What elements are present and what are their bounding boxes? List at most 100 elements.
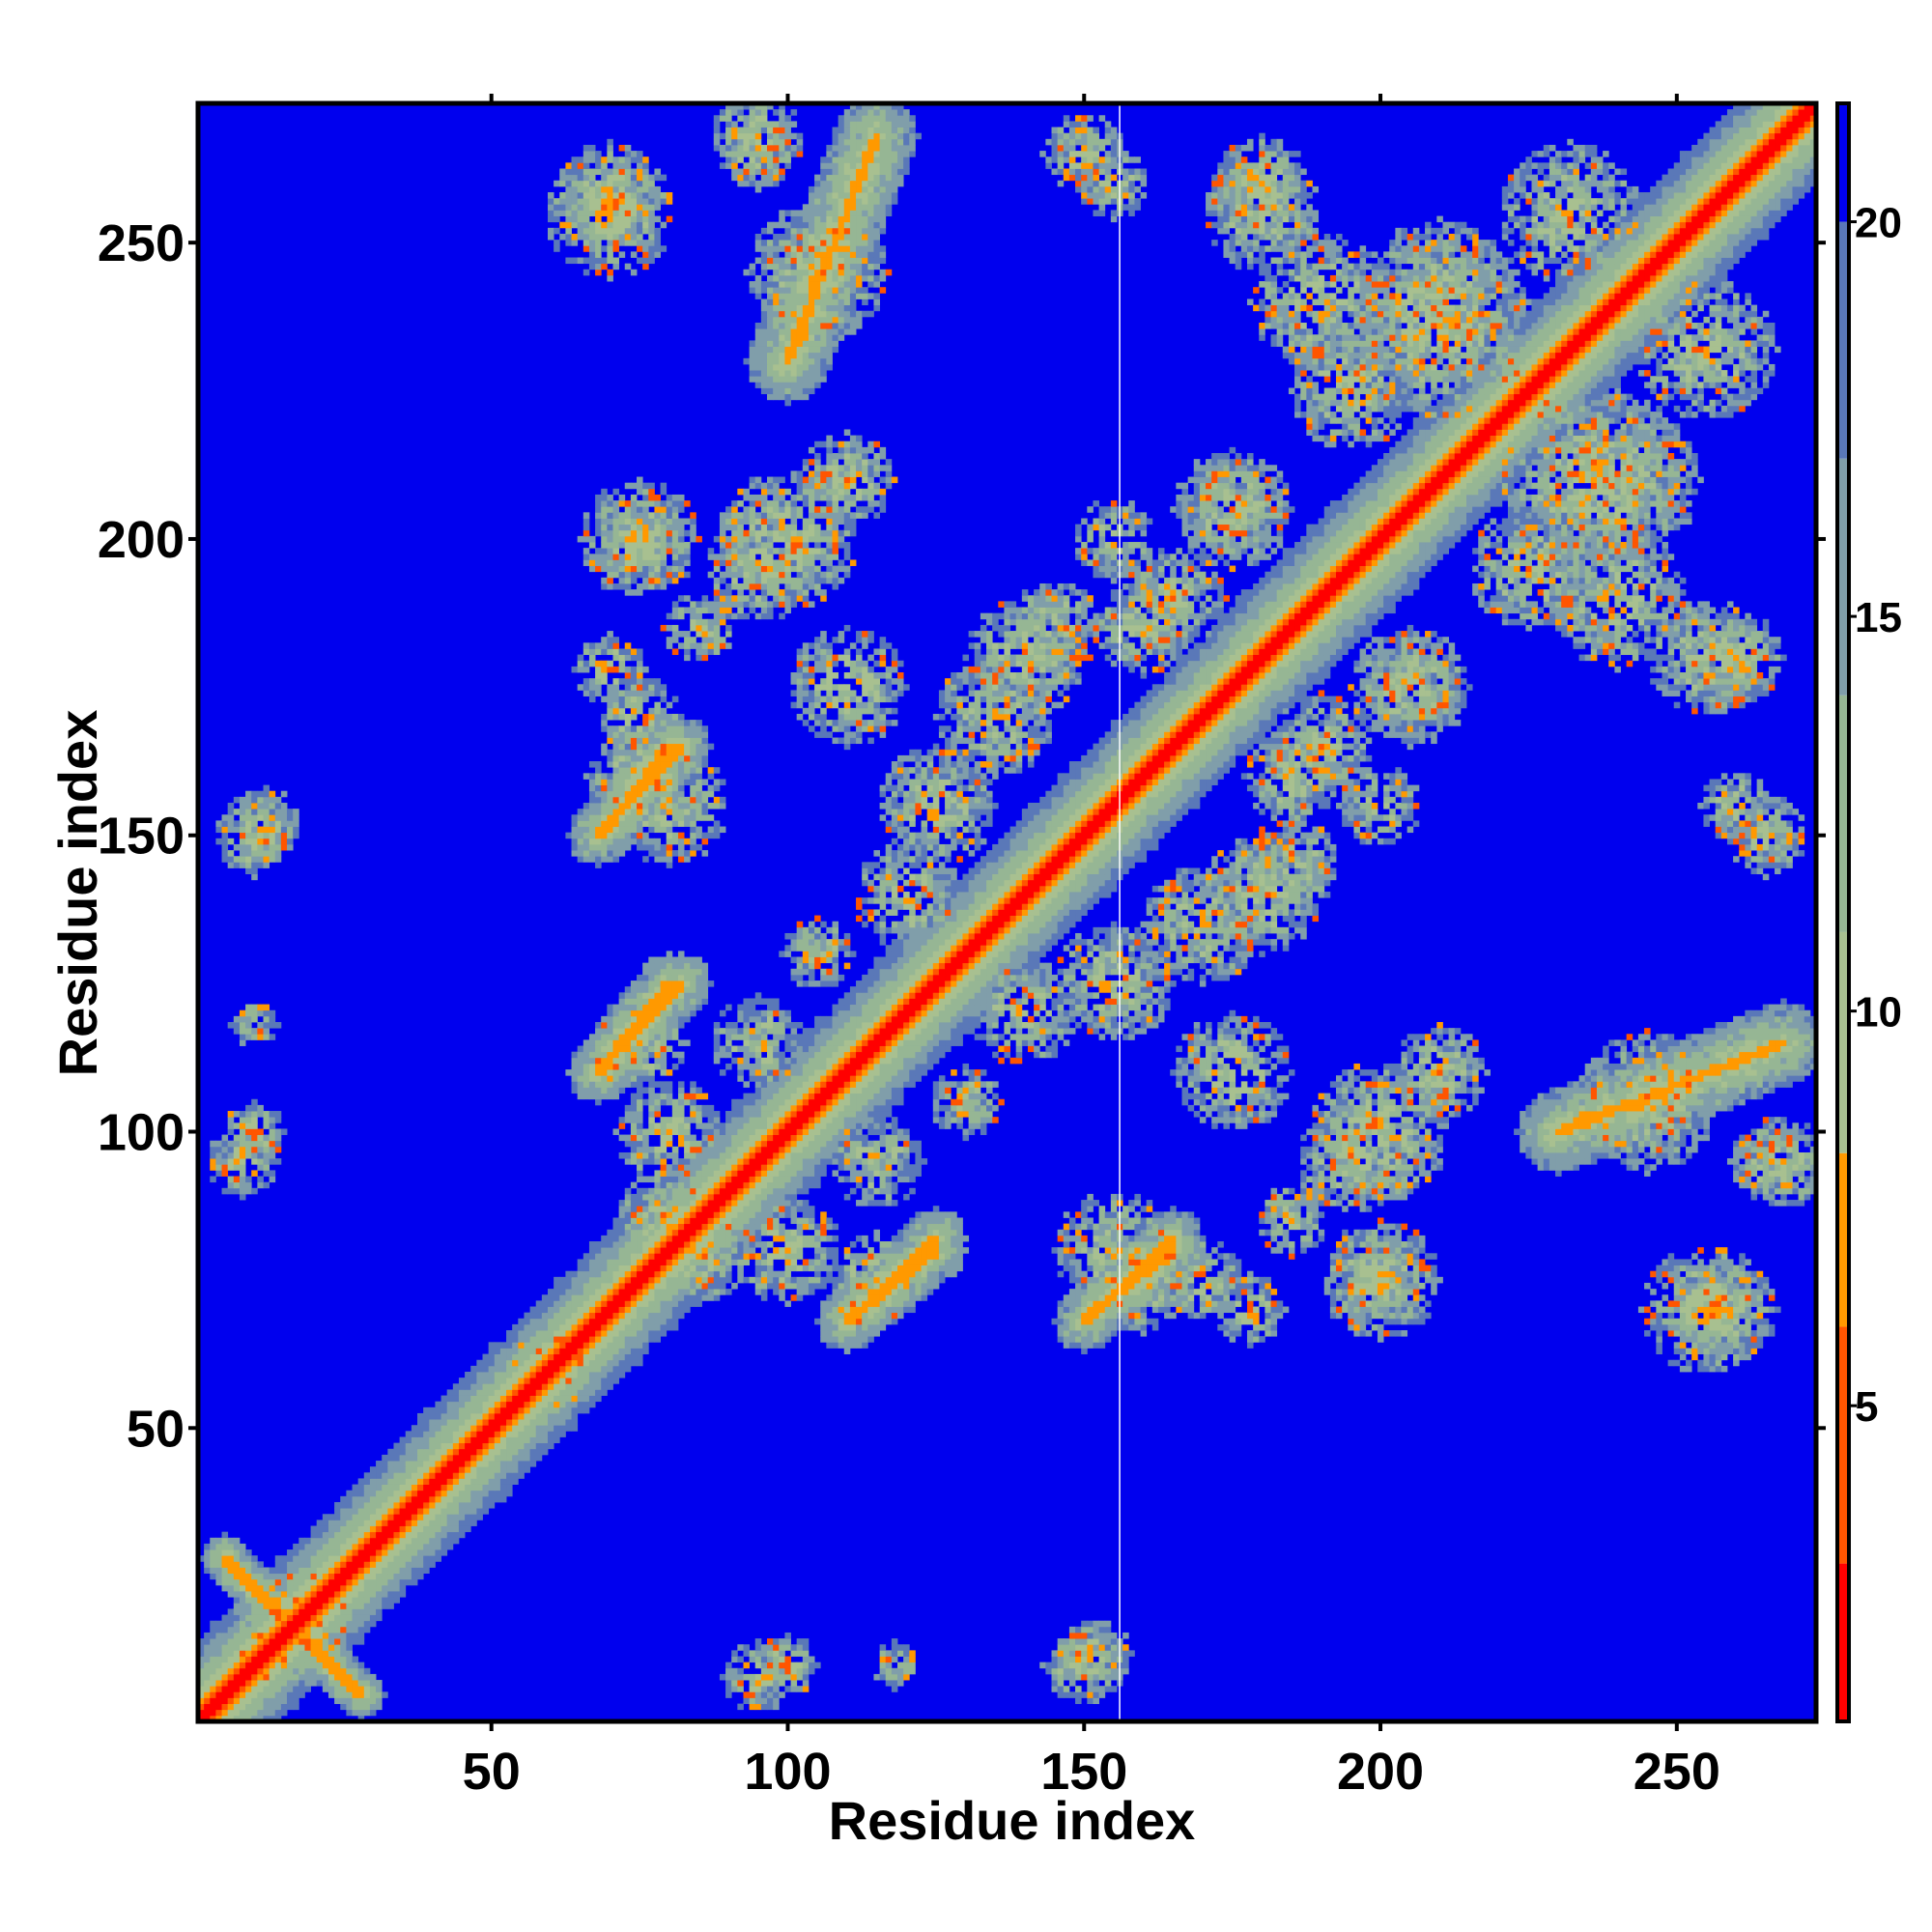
heatmap-cell [1236,1271,1242,1278]
heatmap-cell [826,1307,833,1314]
heatmap-cell [370,1691,377,1698]
heatmap-cell [607,1253,613,1260]
heatmap-cell [667,1265,673,1272]
heatmap-cell [412,1443,418,1450]
heatmap-cell [506,1466,513,1473]
heatmap-cell [720,1164,726,1171]
heatmap-cell [1134,1319,1141,1325]
heatmap-cell [524,1330,530,1337]
heatmap-cell [1378,1265,1384,1272]
heatmap-cell [625,1241,632,1248]
heatmap-cell [1247,1271,1254,1278]
heatmap-cell [962,1236,969,1242]
heatmap-cell [1751,1170,1758,1177]
heatmap-cell [1336,1313,1343,1320]
heatmap-cell [530,1336,537,1343]
heatmap-cell [530,1313,537,1320]
heatmap-cell [667,1307,673,1314]
heatmap-cell [506,1425,513,1432]
heatmap-cell [270,1644,276,1651]
heatmap-cell [867,1283,874,1290]
heatmap-cell [814,1271,821,1278]
heatmap-cell [678,1236,685,1242]
heatmap-cell [1081,1283,1088,1290]
heatmap-cell [548,1443,554,1450]
heatmap-cell [263,1621,270,1628]
heatmap-cell [559,1425,566,1432]
heatmap-cell [304,1544,311,1550]
heatmap-cell [506,1455,513,1462]
heatmap-cell [880,1247,887,1254]
heatmap-cell [554,1436,560,1443]
heatmap-cell [400,1561,407,1568]
heatmap-cell [495,1425,501,1432]
heatmap-cell [304,1668,311,1675]
heatmap-cell [524,1366,530,1373]
heatmap-cell [1680,1330,1687,1337]
heatmap-cell [542,1383,549,1390]
heatmap-cell [850,1307,857,1314]
heatmap-cell [495,1478,501,1485]
heatmap-cell [228,1549,235,1556]
heatmap-cell [1128,1253,1135,1260]
heatmap-cell [933,1217,940,1224]
heatmap-cell [1206,1253,1212,1260]
heatmap-cell [625,1294,632,1301]
heatmap-cell [1372,1307,1378,1314]
heatmap-cell [678,1283,685,1290]
heatmap-cell [1075,1644,1082,1651]
heatmap-cell [1395,1164,1402,1171]
heatmap-cell [275,1674,282,1681]
heatmap-cell [1650,1300,1657,1307]
heatmap-cell [619,1342,626,1349]
heatmap-cell [470,1485,477,1492]
heatmap-cell [1164,1211,1171,1218]
heatmap-cell [476,1502,483,1509]
heatmap-cell [323,1608,329,1615]
heatmap-cell [245,1567,252,1574]
heatmap-cell [1372,1164,1378,1171]
heatmap-cell [773,1674,780,1681]
heatmap-cell [1372,1177,1378,1183]
heatmap-cell [814,1662,821,1669]
heatmap-cell [761,1230,768,1236]
heatmap-cell [648,1259,655,1265]
heatmap-cell [720,1236,726,1242]
heatmap-cell [690,1247,696,1254]
heatmap-cell [779,1271,785,1278]
heatmap-cell [1395,1259,1402,1265]
heatmap-cell [317,1597,324,1604]
heatmap-cell [412,1532,418,1539]
heatmap-cell [447,1431,454,1437]
heatmap-cell [803,1283,810,1290]
heatmap-cell [340,1662,347,1669]
heatmap-cell [334,1621,341,1628]
heatmap-cell [1745,1300,1751,1307]
heatmap-cell [1366,1313,1373,1320]
heatmap-cell [530,1342,537,1349]
heatmap-cell [1383,1241,1390,1248]
heatmap-cell [696,1271,702,1278]
heatmap-cell [1680,1313,1687,1320]
heatmap-cell [1360,1294,1367,1301]
heatmap-cell [1395,1230,1402,1236]
heatmap-cell [939,1253,946,1260]
heatmap-cell [667,1247,673,1254]
heatmap-cell [1194,1230,1201,1236]
heatmap-cell [1253,1330,1260,1337]
heatmap-cell [270,1691,276,1698]
heatmap-cell [714,1217,721,1224]
heatmap-cell [328,1526,335,1533]
heatmap-cell [625,1324,632,1331]
heatmap-cell [755,1253,762,1260]
heatmap-cell [880,1662,887,1669]
heatmap-cell [1372,1259,1378,1265]
heatmap-cell [631,1194,638,1201]
heatmap-cell [1697,1336,1704,1343]
heatmap-cell [270,1668,276,1675]
heatmap-cell [702,1177,709,1183]
heatmap-cell [773,1247,780,1254]
heatmap-cell [1170,1253,1177,1260]
heatmap-cell [1170,1300,1177,1307]
heatmap-cell [257,1668,264,1675]
